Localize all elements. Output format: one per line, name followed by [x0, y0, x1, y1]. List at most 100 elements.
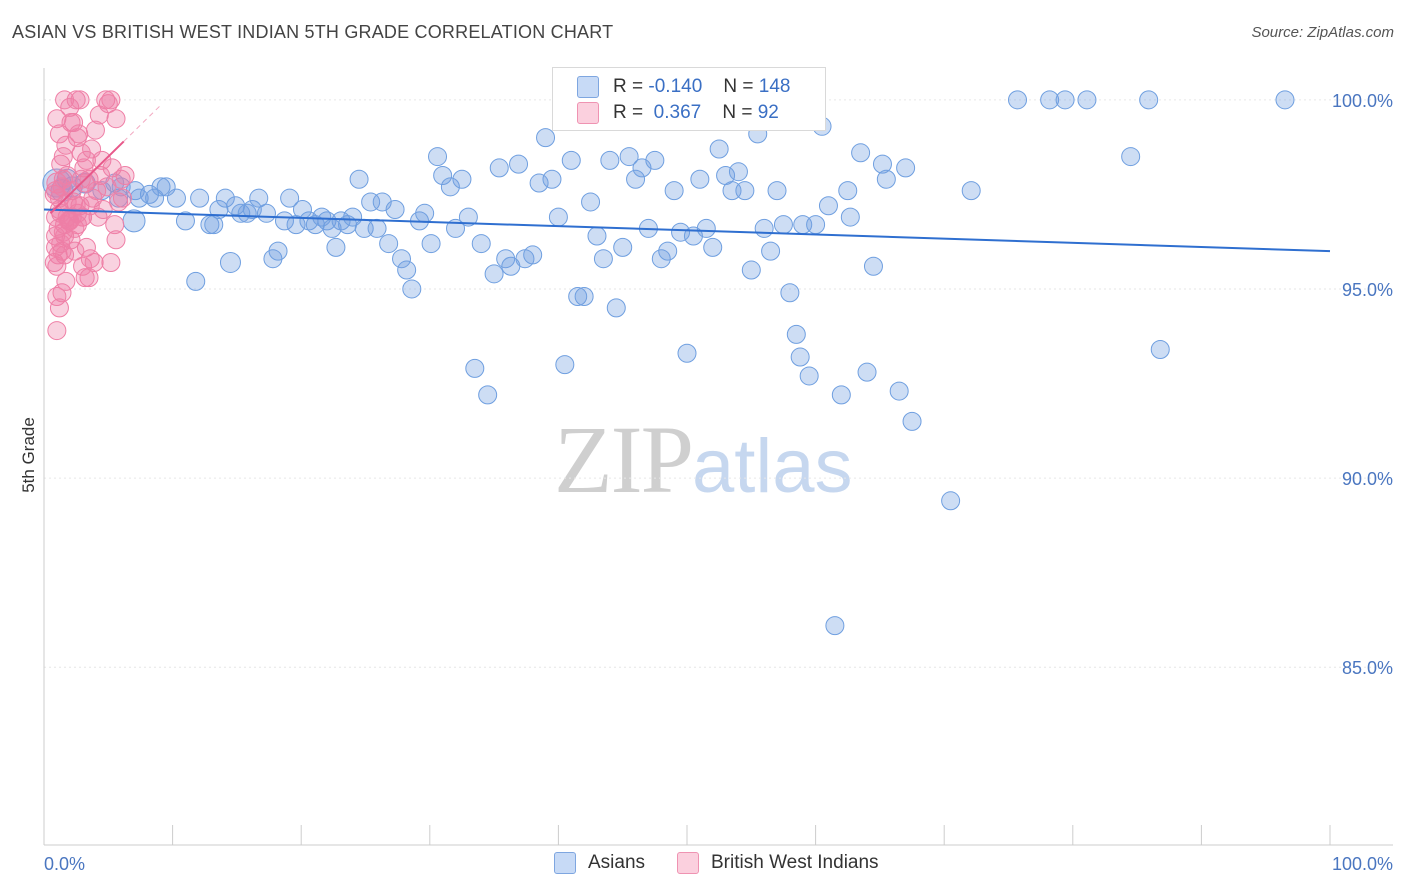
asian-point	[428, 147, 448, 167]
asian-point	[561, 150, 581, 170]
asian-point	[215, 188, 235, 208]
asian-point	[478, 385, 498, 405]
bwi-point	[70, 90, 90, 110]
bwi-point	[112, 188, 132, 208]
asian-point	[151, 177, 171, 197]
bwi-point	[74, 158, 94, 178]
asians-swatch	[577, 76, 599, 98]
bwi-trend-line	[49, 140, 125, 215]
asian-point	[529, 173, 549, 193]
asian-point	[593, 249, 613, 269]
bwi-point	[82, 139, 102, 159]
legend-row-bwi: R = 0.367 N = 92	[577, 100, 779, 126]
bwi-point	[84, 252, 104, 272]
asians-trend-line	[43, 208, 1331, 253]
asians-legend-label: Asians	[588, 852, 646, 873]
bwi-point	[49, 188, 69, 208]
legend-item-bwi[interactable]: British West Indians	[677, 852, 879, 874]
asian-point	[1008, 90, 1028, 110]
legend-row-asians: R = -0.140 N = 148	[577, 74, 790, 100]
bwi-point	[65, 241, 85, 261]
bwi-n-value: 92	[757, 102, 779, 123]
asian-point	[1139, 90, 1159, 110]
asian-point	[799, 366, 819, 386]
asian-point	[402, 279, 422, 299]
asian-point	[1077, 90, 1097, 110]
bwi-point	[101, 252, 121, 272]
asian-point	[941, 491, 961, 511]
asian-point	[1055, 90, 1075, 110]
asian-point	[139, 184, 159, 204]
asian-point	[379, 234, 399, 254]
asian-point	[761, 241, 781, 261]
watermark-atlas: atlas	[692, 424, 853, 509]
asian-point	[581, 192, 601, 212]
series-legend: Asians British West Indians	[0, 852, 1406, 878]
asian-point	[542, 169, 562, 189]
asian-point	[626, 169, 646, 189]
asian-point	[415, 203, 435, 223]
bwi-point	[79, 169, 99, 189]
asian-point	[664, 181, 684, 201]
y-axis-title: 5th Grade	[19, 417, 38, 493]
asian-point	[175, 211, 195, 231]
watermark-zip: ZIP	[554, 406, 694, 513]
bwi-trend-extension	[123, 105, 161, 142]
asian-point	[831, 385, 851, 405]
bwi-point	[105, 215, 125, 235]
asian-point	[523, 245, 543, 265]
asian-point	[786, 324, 806, 344]
asian-point	[186, 271, 206, 291]
y-tick-label: 90.0%	[1342, 469, 1393, 489]
asians-legend-swatch	[554, 852, 576, 874]
asian-point	[645, 150, 665, 170]
asian-point	[857, 362, 877, 382]
bwi-point	[69, 124, 89, 144]
asian-point	[242, 200, 262, 220]
asian-point	[961, 181, 981, 201]
asian-point	[780, 283, 800, 303]
asian-point	[452, 169, 472, 189]
asians-r-value: -0.140	[648, 76, 703, 97]
asian-point	[671, 222, 691, 242]
bwi-point	[47, 256, 67, 276]
bwi-point	[76, 237, 96, 257]
bwi-point	[106, 230, 126, 250]
bwi-point	[58, 211, 78, 231]
asian-point	[190, 188, 210, 208]
asian-point	[458, 207, 478, 227]
asian-point	[741, 260, 761, 280]
asian-point	[840, 207, 860, 227]
chart-title: ASIAN VS BRITISH WEST INDIAN 5TH GRADE C…	[12, 22, 614, 42]
asian-point	[619, 147, 639, 167]
bwi-point	[91, 165, 111, 185]
asian-point	[421, 234, 441, 254]
bwi-point	[61, 113, 81, 133]
bwi-n-label: N =	[722, 102, 753, 123]
bwi-point	[80, 249, 100, 269]
bwi-point	[89, 105, 109, 125]
asian-point	[385, 200, 405, 220]
asian-point	[1121, 147, 1141, 167]
asian-point	[548, 207, 568, 227]
asian-point	[268, 241, 288, 261]
bwi-point	[101, 90, 121, 110]
asian-point	[806, 215, 826, 235]
asian-point	[555, 355, 575, 375]
asian-point	[433, 165, 453, 185]
legend-item-asians[interactable]: Asians	[554, 852, 645, 874]
asian-point	[1040, 90, 1060, 110]
bwi-point	[62, 207, 82, 227]
bwi-point	[55, 90, 75, 110]
y-tick-label: 85.0%	[1342, 658, 1393, 678]
asian-point	[471, 234, 491, 254]
asians-points	[42, 90, 1295, 636]
bwi-point	[73, 256, 93, 276]
bwi-point	[49, 124, 69, 144]
asian-point	[129, 188, 149, 208]
bwi-point	[115, 165, 135, 185]
bwi-point	[53, 169, 73, 189]
asian-point	[1150, 339, 1170, 359]
asian-point	[863, 256, 883, 276]
